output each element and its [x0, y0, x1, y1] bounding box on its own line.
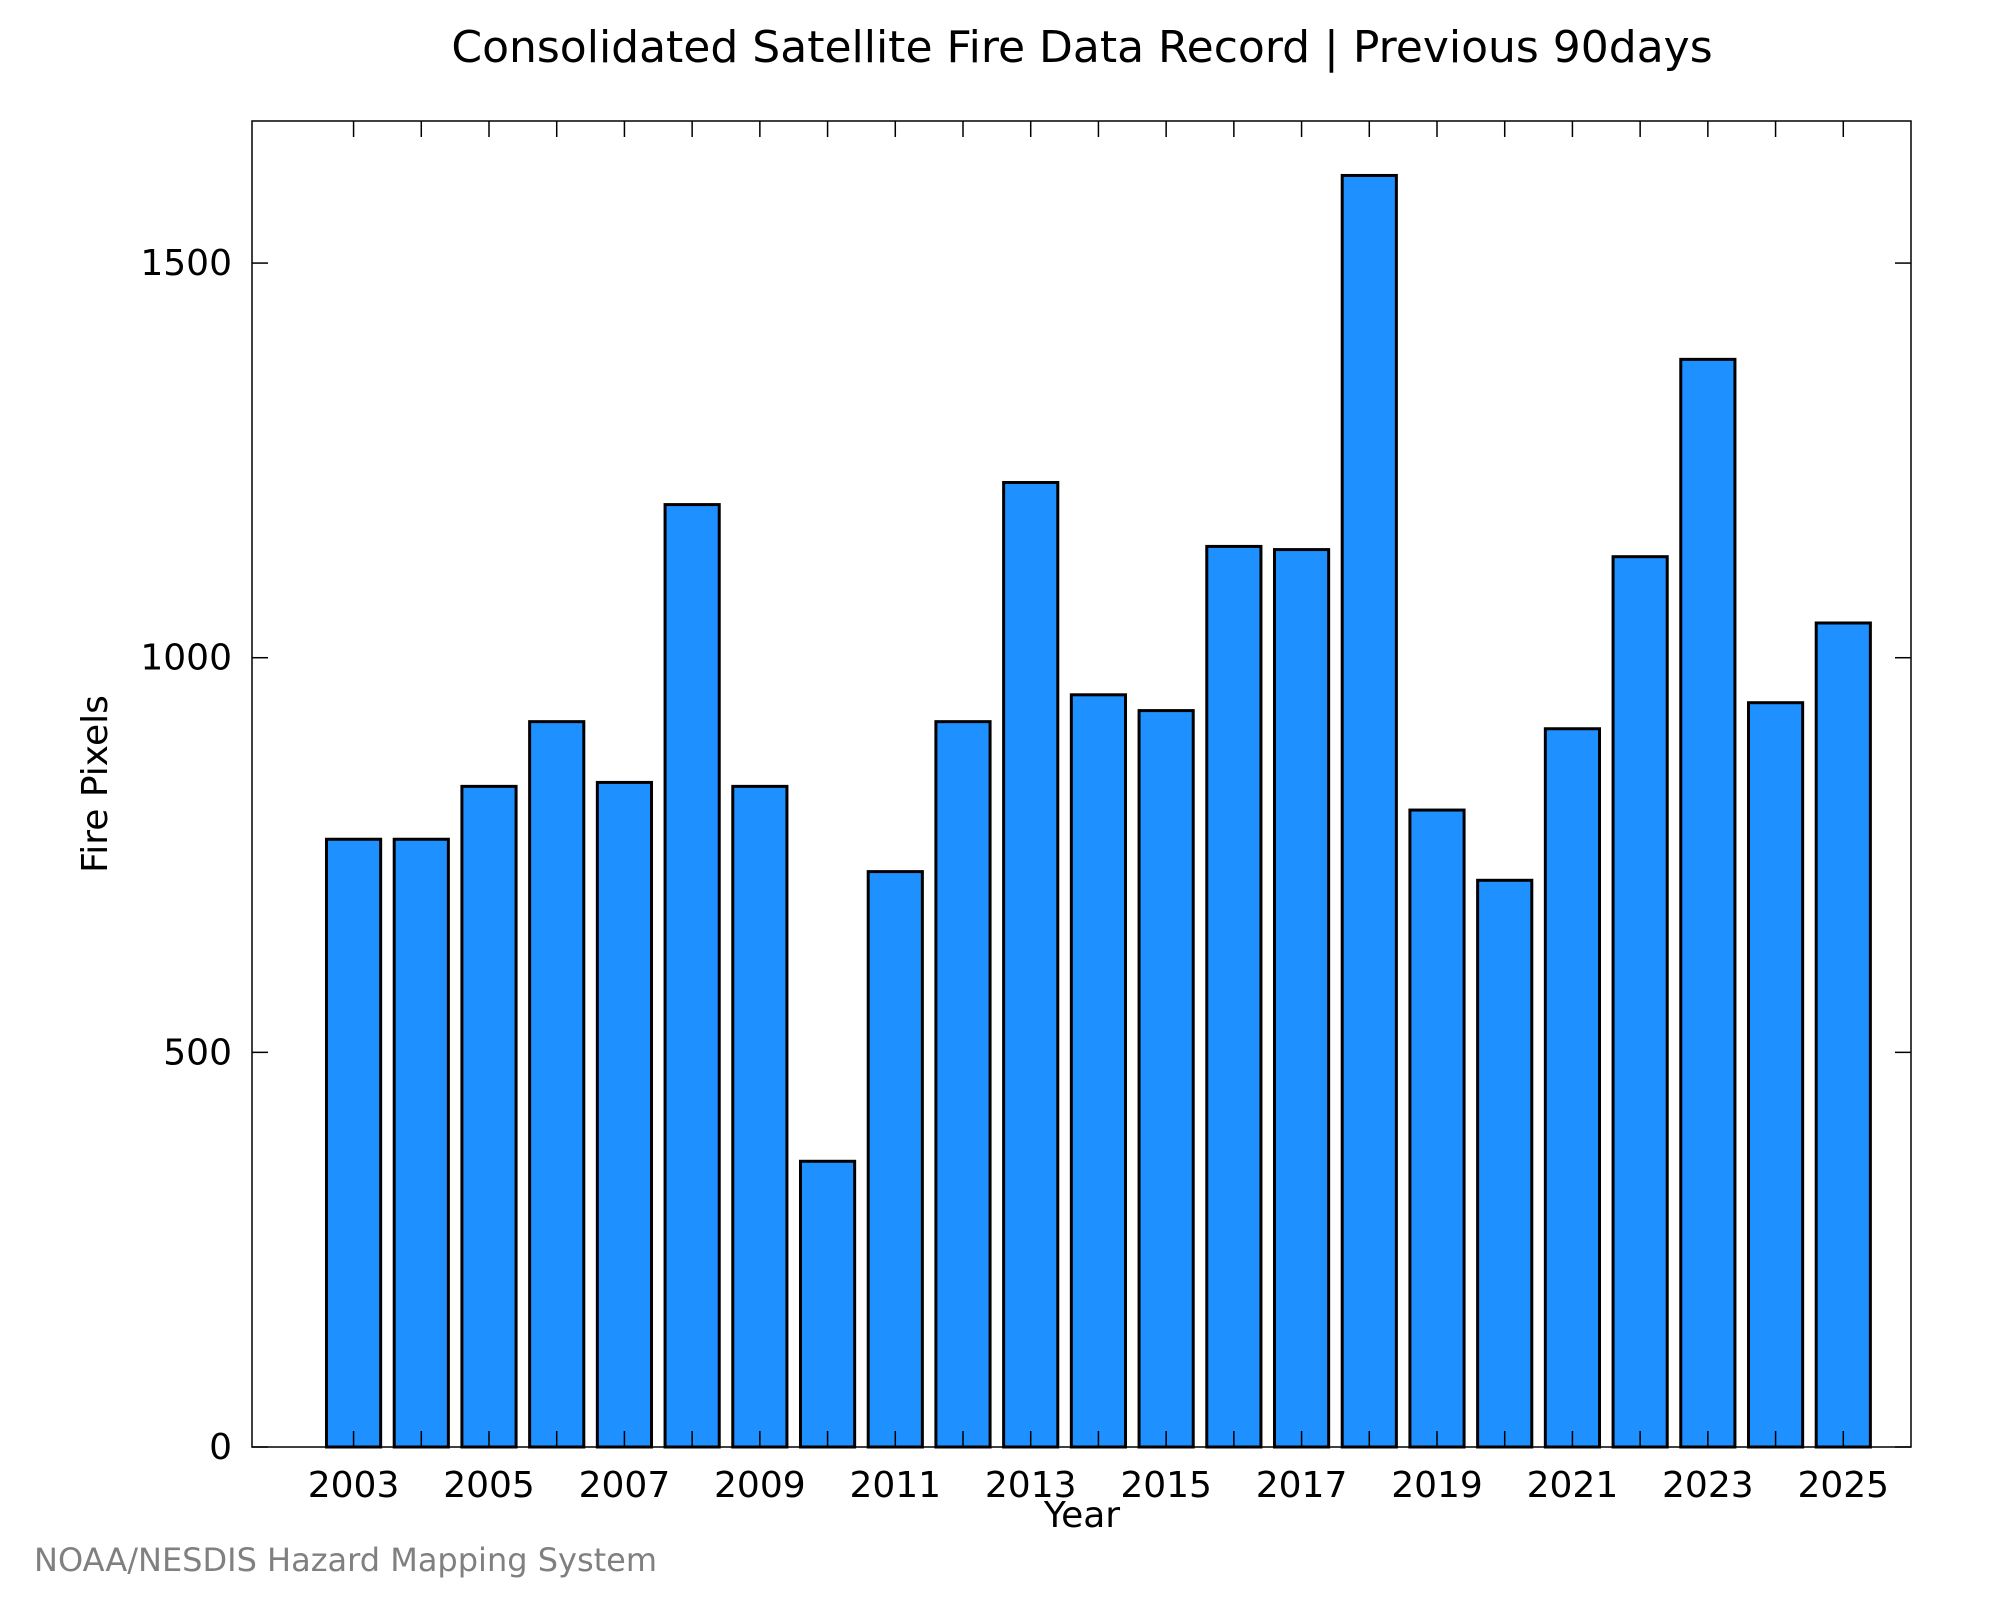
- credit-text: NOAA/NESDIS Hazard Mapping System: [34, 1541, 657, 1579]
- ticks-layer: [252, 121, 1911, 1448]
- x-tick-labels: 2003 2005 2007 2009 2011 2013 2015 2017 2019 2021…: [308, 1465, 1889, 1506]
- x-tick-label-2019: 2019: [1391, 1465, 1483, 1506]
- bar-2011: [866, 870, 924, 1449]
- x-tick-label-2023: 2023: [1662, 1465, 1754, 1506]
- x-tick-label-2015: 2015: [1120, 1465, 1212, 1506]
- bar-2017: [1272, 548, 1331, 1449]
- y-axis-label: Fire Pixels: [75, 695, 116, 873]
- y-tick-label-1500: 1500: [140, 243, 232, 284]
- bar-2005: [460, 784, 518, 1449]
- y-tick-label-0: 0: [209, 1427, 232, 1468]
- bar-2015: [1137, 709, 1195, 1449]
- bar-2004: [392, 837, 450, 1449]
- x-tick-label-2021: 2021: [1527, 1465, 1619, 1506]
- x-tick-label-2009: 2009: [714, 1465, 806, 1506]
- bar-2021: [1543, 727, 1602, 1449]
- plot-frame: [251, 120, 1912, 1448]
- bar-2013: [1002, 480, 1060, 1449]
- bar-2019: [1408, 808, 1466, 1449]
- x-axis-label: Year: [1043, 1495, 1120, 1536]
- bar-2020: [1476, 878, 1534, 1449]
- bar-2025: [1814, 621, 1872, 1449]
- x-tick-label-2011: 2011: [849, 1465, 941, 1506]
- y-tick-label-500: 500: [163, 1032, 232, 1073]
- x-tick-label-2025: 2025: [1797, 1465, 1889, 1506]
- bars-layer: [324, 173, 1872, 1449]
- x-tick-label-2003: 2003: [308, 1465, 400, 1506]
- bar-2012: [934, 720, 992, 1449]
- chart-title: Consolidated Satellite Fire Data Record …: [451, 22, 1712, 73]
- x-tick-label-2017: 2017: [1256, 1465, 1348, 1506]
- bar-2016: [1205, 544, 1263, 1449]
- x-tick-label-2007: 2007: [579, 1465, 671, 1506]
- bar-2022: [1611, 555, 1669, 1449]
- bar-2014: [1069, 693, 1128, 1449]
- bar-2007: [595, 780, 654, 1449]
- bar-2009: [731, 784, 789, 1449]
- bar-2010: [798, 1159, 857, 1449]
- x-tick-label-2005: 2005: [443, 1465, 535, 1506]
- bar-2006: [528, 720, 586, 1449]
- bar-2003: [324, 837, 383, 1449]
- y-tick-labels: 0 500 1000 1500: [140, 243, 232, 1468]
- bar-2023: [1679, 357, 1737, 1449]
- x-tick-label-2013: 2013: [985, 1465, 1077, 1506]
- bar-2008: [663, 503, 721, 1449]
- bar-2018: [1340, 173, 1398, 1449]
- bar-2024: [1746, 701, 1805, 1449]
- y-tick-label-1000: 1000: [140, 638, 232, 679]
